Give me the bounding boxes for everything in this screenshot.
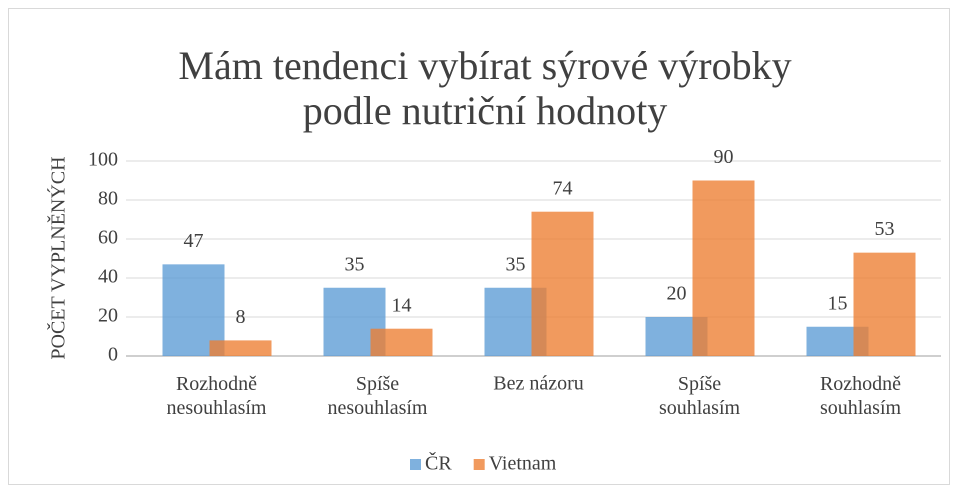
data-label: 35: [506, 253, 526, 275]
x-tick-label: Spíše souhlasím: [659, 373, 741, 419]
data-label: 14: [392, 294, 412, 316]
x-tick-label: Rozhodně nesouhlasím: [167, 373, 267, 419]
bar: [692, 180, 755, 356]
legend-swatch: [410, 459, 421, 470]
data-label: 47: [184, 230, 204, 252]
y-tick-label: 80: [98, 188, 118, 210]
y-tick-label: 60: [98, 227, 118, 249]
y-tick-label: 20: [98, 305, 118, 327]
data-label: 35: [345, 253, 365, 275]
legend-swatch: [473, 459, 485, 470]
bar: [531, 211, 594, 356]
x-tick-label: Rozhodně souhlasím: [820, 373, 902, 419]
bar: [209, 340, 272, 356]
legend-label: Vietnam: [489, 453, 557, 475]
y-axis-label: POČET VYPLNĚNÝCH: [46, 156, 70, 359]
y-tick-label: 40: [98, 266, 118, 288]
data-label: 15: [828, 292, 848, 314]
y-tick-label: 0: [108, 344, 118, 366]
data-label: 8: [236, 306, 246, 328]
bar: [853, 252, 916, 356]
y-tick-label: 100: [88, 149, 118, 171]
data-label: 90: [714, 146, 734, 168]
data-label: 53: [875, 218, 895, 240]
data-label: 74: [553, 177, 573, 199]
chart-title: Mám tendenci vybírat sýrové výrobky podle…: [178, 43, 791, 133]
x-tick-label: Spíše nesouhlasím: [328, 373, 428, 419]
bar: [370, 328, 433, 356]
x-tick-label: Bez názoru: [493, 373, 584, 395]
data-label: 20: [667, 283, 687, 305]
legend-label: ČR: [425, 451, 452, 475]
chart-frame: [8, 8, 950, 485]
